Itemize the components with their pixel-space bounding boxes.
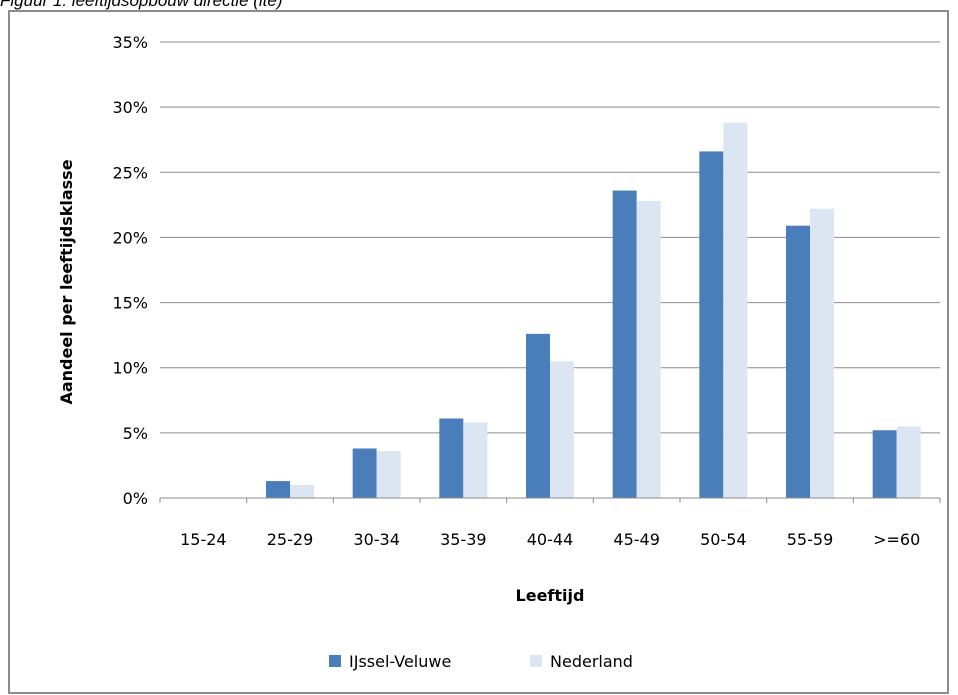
y-tick-label: 15% [112,294,148,313]
legend-label-ijssel-veluwe: IJssel-Veluwe [349,652,451,671]
bar-chart: 0% 5% 10% 15% 20% 25% 30% 35% 15-24 25-29 30-34 35… [57,33,941,671]
y-tick-label: 0% [123,489,148,508]
y-tick-label: 25% [112,163,148,182]
x-tick-label: 40-44 [527,530,574,549]
x-tick-label: 55-59 [787,530,834,549]
x-tick-labels: 15-24 25-29 30-34 35-39 40-44 45-49 50-54 55-59… [159,498,941,549]
y-tick-label: 5% [123,424,148,443]
bars [266,122,921,499]
bar-ijssel-veluwe [439,418,464,498]
legend: IJssel-Veluwe Nederland [329,652,633,671]
x-tick-label: 50-54 [700,530,747,549]
y-tick-label: 30% [112,98,148,117]
bar-ijssel-veluwe [612,190,637,499]
y-tick-labels: 0% 5% 10% 15% 20% 25% 30% 35% [112,33,148,508]
bar-ijssel-veluwe [352,448,377,498]
bar-nederland [290,484,314,498]
x-tick-label: 35-39 [440,530,487,549]
x-tick-label: 30-34 [353,530,400,549]
chart-frame: 0% 5% 10% 15% 20% 25% 30% 35% 15-24 25-29 30-34 35… [8,10,949,694]
x-tick-label: >=60 [873,530,920,549]
legend-swatch-ijssel-veluwe [329,655,341,667]
bar-nederland [896,426,921,498]
bar-nederland [463,422,488,498]
legend-label-nederland: Nederland [550,652,633,671]
x-axis-title: Leeftijd [516,586,585,605]
bar-ijssel-veluwe [266,481,290,498]
x-tick-label: 25-29 [267,530,314,549]
bar-ijssel-veluwe [699,151,724,498]
bar-ijssel-veluwe [786,225,810,498]
y-tick-label: 35% [112,33,148,52]
bar-nederland [376,451,401,498]
bar-nederland [550,361,574,498]
bar-nederland [723,122,748,498]
y-tick-label: 10% [112,359,148,378]
bar-ijssel-veluwe [872,430,897,498]
bar-ijssel-veluwe [526,333,550,498]
y-axis-title: Aandeel per leeftijdsklasse [57,159,76,404]
y-tick-label: 20% [112,228,148,247]
x-tick-label: 15-24 [180,530,227,549]
legend-swatch-nederland [530,655,542,667]
x-tick-label: 45-49 [613,530,660,549]
figure-caption: Figuur 1: leeftijdsopbouw directie (ite) [0,0,283,10]
bar-nederland [636,200,661,498]
bar-nederland [810,208,834,498]
